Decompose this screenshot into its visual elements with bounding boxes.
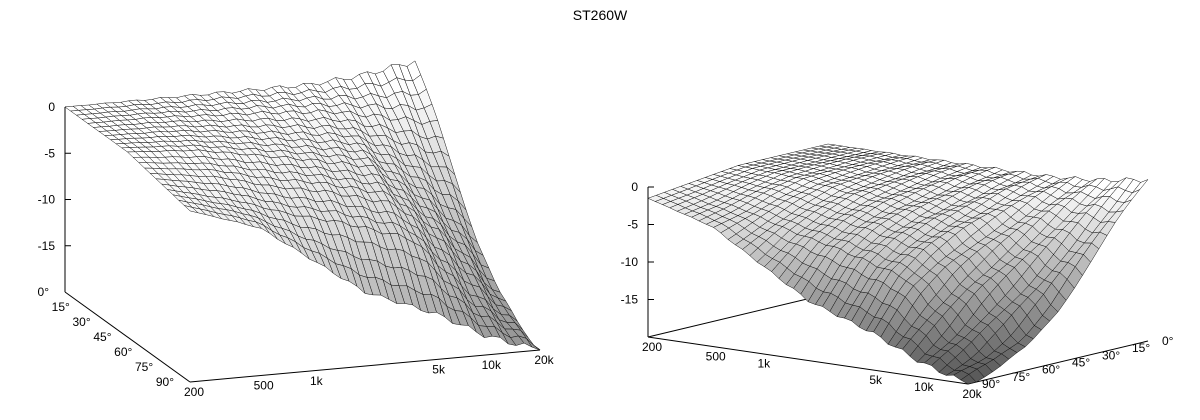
right-view: 0 -5 -10 -15 200 500 1k 5k 10k 20k 0° 15° 30° 45° 60° 7… <box>621 143 1174 401</box>
angle-tick-label: 0° <box>38 285 50 299</box>
frequency-tick-label: 200 <box>184 385 204 399</box>
frequency-tick-label: 20k <box>534 353 554 367</box>
frequency-tick-label: 1k <box>310 374 324 388</box>
frequency-tick-label: 10k <box>914 380 934 394</box>
surface-cell <box>1132 178 1149 193</box>
frequency-tick-label: 20k <box>962 387 982 401</box>
angle-tick-label: 0° <box>1162 334 1174 348</box>
left-view: 0 -5 -10 -15 200 500 1k 5k 10k 20k 0°15°30°45°60°7… <box>38 60 555 399</box>
z-tick-label: -5 <box>44 146 55 160</box>
frequency-tick-label: 500 <box>254 379 274 393</box>
angle-tick-label: 15° <box>1132 341 1150 355</box>
angle-tick-label: 60° <box>114 345 132 359</box>
frequency-tick-label: 5k <box>432 363 446 377</box>
floor-edge <box>189 349 541 383</box>
z-tick-label: 0 <box>631 180 638 194</box>
floor-edge <box>647 336 969 385</box>
floor-frame <box>647 293 1149 385</box>
angle-tick-label: 45° <box>1072 356 1090 370</box>
angle-tick-label: 90° <box>982 377 1000 391</box>
z-tick-label: -10 <box>621 255 639 269</box>
frequency-tick-label: 1k <box>757 356 771 370</box>
floor-edge <box>64 291 191 383</box>
angle-tick-label: 15° <box>52 300 70 314</box>
angle-tick-label: 60° <box>1042 363 1060 377</box>
chart-title: ST260W <box>572 7 628 23</box>
z-tick-label: -10 <box>38 193 56 207</box>
surface-cell <box>526 338 541 351</box>
angle-tick-label: 90° <box>156 375 174 389</box>
z-tick-label: 0 <box>48 100 55 114</box>
floor-edge <box>967 340 1149 385</box>
frequency-tick-label: 10k <box>482 358 502 372</box>
frequency-tick-label: 200 <box>642 340 662 354</box>
angle-tick-label: 45° <box>93 330 111 344</box>
surface-mesh <box>647 143 1149 385</box>
z-tick-label: -15 <box>621 293 639 307</box>
angle-tick-label: 30° <box>1102 348 1120 362</box>
frequency-tick-label: 500 <box>706 349 726 363</box>
surface-mesh <box>64 60 541 351</box>
angle-tick-label: 75° <box>135 360 153 374</box>
frequency-tick-label: 5k <box>869 373 883 387</box>
z-tick-label: -5 <box>627 218 638 232</box>
floor-edge <box>647 293 829 338</box>
angle-tick-label: 30° <box>73 315 91 329</box>
z-tick-label: -15 <box>38 239 56 253</box>
angle-tick-label: 75° <box>1012 370 1030 384</box>
